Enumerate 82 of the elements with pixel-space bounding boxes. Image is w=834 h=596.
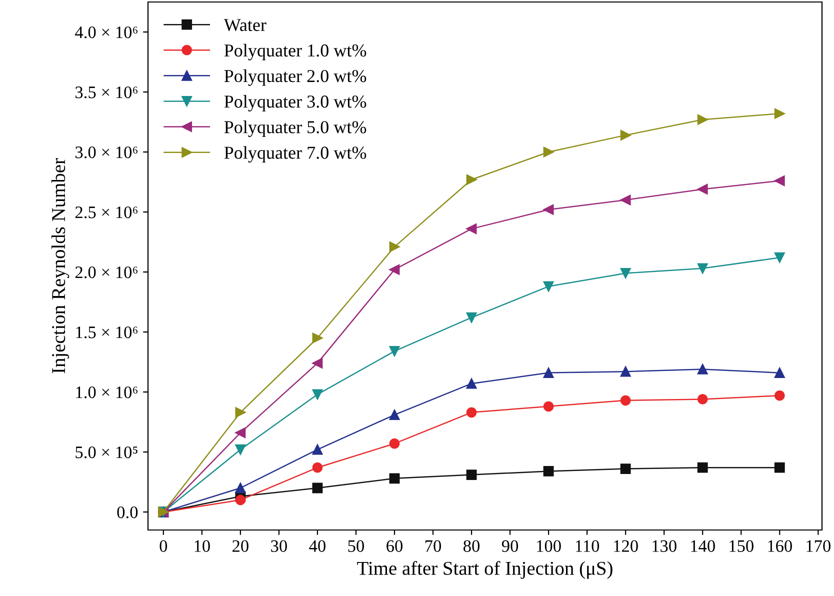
point [697,263,708,274]
point [697,462,708,473]
point [543,401,554,412]
point [697,394,708,404]
point [235,482,246,494]
point [774,368,785,378]
x-tick-label: 130 [652,540,676,552]
x-tick-label: 60 [386,540,403,552]
point [466,174,477,185]
point [312,462,323,473]
point [389,346,400,356]
point [620,395,631,406]
point [312,389,323,400]
legend-label: Polyquater 3.0 wt% [224,94,366,112]
x-tick-label: 110 [576,540,600,552]
y-axis-title: Injection Reynolds Number [51,158,70,374]
point [389,473,400,484]
x-tick-label: 140 [691,540,715,552]
x-tick-label: 70 [425,540,442,552]
point [543,466,554,476]
point [620,464,631,474]
x-tick-label: 20 [232,540,248,552]
y-tick-label: 0.0 [117,506,138,518]
point [389,242,400,252]
x-tick-label: 40 [309,540,326,552]
x-axis-title: Time after Start of Injection (μS) [357,561,612,579]
point [466,407,477,418]
x-tick-label: 80 [464,540,480,552]
point [466,470,477,480]
point [697,184,708,194]
point [620,130,631,140]
x-tick-label: 170 [806,540,831,552]
x-tick-label: 0 [160,540,168,552]
point [389,438,400,449]
x-tick-label: 10 [194,540,210,552]
point [312,332,323,344]
y-tick-label: 2.5 × 10⁶ [75,206,138,218]
point [543,281,554,292]
point [235,428,246,438]
point [774,252,785,263]
point [389,264,400,275]
y-tick-label: 3.5 × 10⁶ [76,86,138,98]
y-tick-label: 4.0 × 10⁶ [75,26,138,38]
legend-label: Polyquater 5.0 wt% [224,120,366,137]
point [235,407,246,418]
x-tick-label: 150 [730,540,754,552]
point [543,204,554,215]
point [620,366,631,377]
y-tick-label: 3.0 × 10⁶ [76,146,138,158]
point [774,108,785,119]
point [697,114,708,125]
x-tick-label: 50 [348,540,364,552]
point [620,194,631,206]
point [466,224,477,234]
point [543,146,554,158]
x-tick-label: 120 [614,540,638,552]
y-tick-label: 2.0 × 10⁶ [75,266,138,278]
legend-label: Polyquater 7.0 wt% [224,146,366,163]
point [312,482,323,494]
point [466,312,477,323]
point [774,390,785,401]
x-tick-label: 160 [768,540,792,552]
point [466,378,477,389]
legend-label: Polyquater 2.0 wt% [224,69,366,86]
point [620,268,631,278]
y-tick-label: 5.0 × 10⁵ [76,446,138,458]
point [774,462,785,473]
y-tick-label: 1.5 × 10⁶ [76,326,138,338]
y-tick-label: 1.0 × 10⁶ [76,386,138,398]
legend-label: Polyquater 1.0 wt% [224,44,366,60]
x-tick-label: 90 [502,540,518,552]
point [697,364,708,374]
point [312,444,323,455]
point [235,444,246,455]
point [235,494,246,506]
x-tick-label: 100 [537,540,561,552]
point [389,410,400,420]
point [774,176,785,186]
legend-label: Water [224,19,266,32]
point [312,358,323,368]
x-tick-label: 30 [271,540,287,552]
point [543,368,554,378]
